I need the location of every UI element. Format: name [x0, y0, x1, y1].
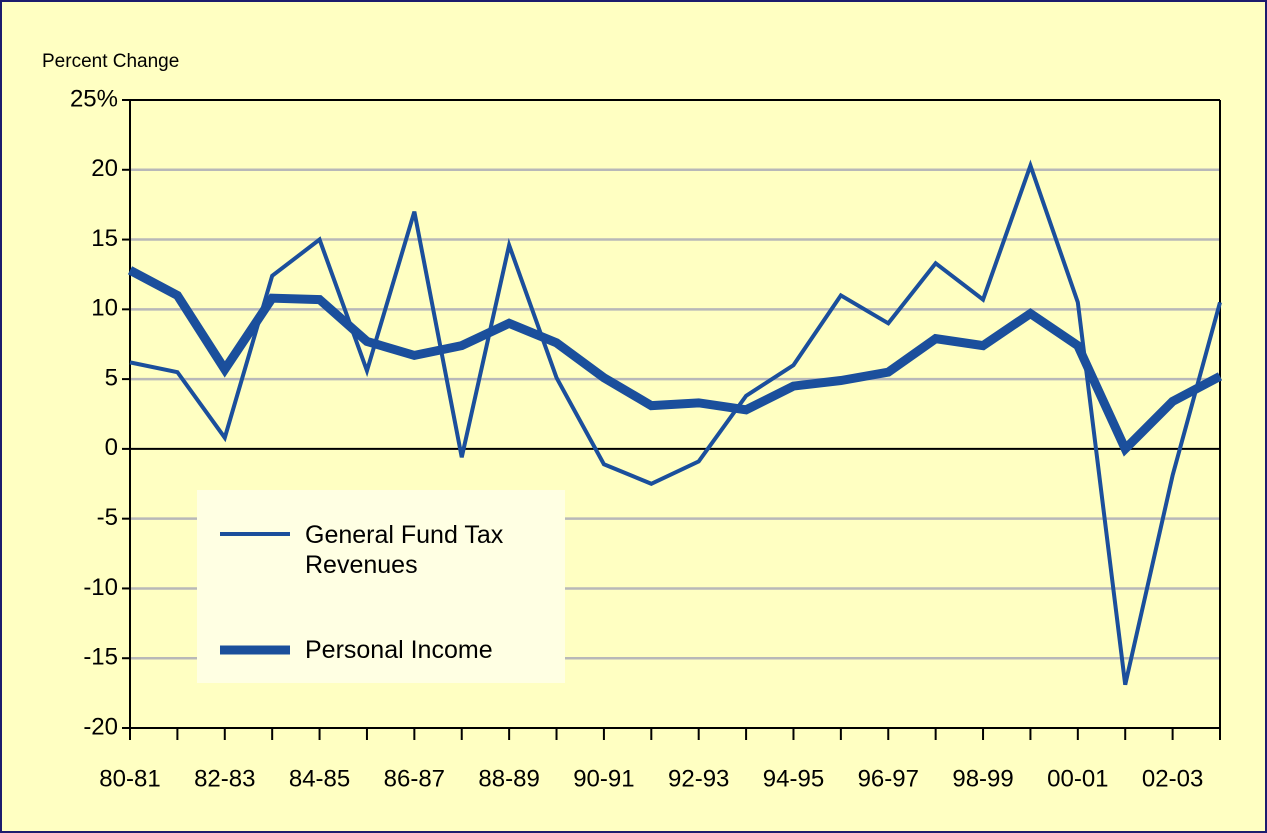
- x-tick-label: 88-89: [478, 765, 539, 792]
- y-tick-label: 20: [91, 155, 118, 182]
- legend-label: Personal Income: [305, 636, 493, 664]
- y-tick-label: 0: [105, 434, 118, 461]
- series-line: [129, 159, 1222, 686]
- x-tick-label: 02-03: [1142, 765, 1203, 792]
- x-tick-label: 80-81: [99, 765, 160, 792]
- y-tick-label: 5: [105, 364, 118, 391]
- y-tick-label: -15: [83, 644, 118, 671]
- x-tick-label: 82-83: [194, 765, 255, 792]
- x-tick-label: 94-95: [763, 765, 824, 792]
- y-axis-label: Percent Change: [42, 51, 179, 72]
- y-tick-label: 25%: [70, 85, 118, 112]
- y-tick-label: -5: [97, 504, 118, 531]
- x-tick-label: 90-91: [573, 765, 634, 792]
- series-line: [127, 266, 1223, 457]
- x-tick-label: 00-01: [1047, 765, 1108, 792]
- x-tick-label: 86-87: [384, 765, 445, 792]
- x-tick-label: 96-97: [858, 765, 919, 792]
- x-tick-label: 98-99: [952, 765, 1013, 792]
- legend-label: General Fund Tax Revenues: [305, 521, 504, 579]
- x-tick-label: 92-93: [668, 765, 729, 792]
- x-tick-label: 84-85: [289, 765, 350, 792]
- y-tick-label: -10: [83, 574, 118, 601]
- y-tick-label: -20: [83, 713, 118, 740]
- y-tick-label: 10: [91, 295, 118, 322]
- y-tick-label: 15: [91, 225, 118, 252]
